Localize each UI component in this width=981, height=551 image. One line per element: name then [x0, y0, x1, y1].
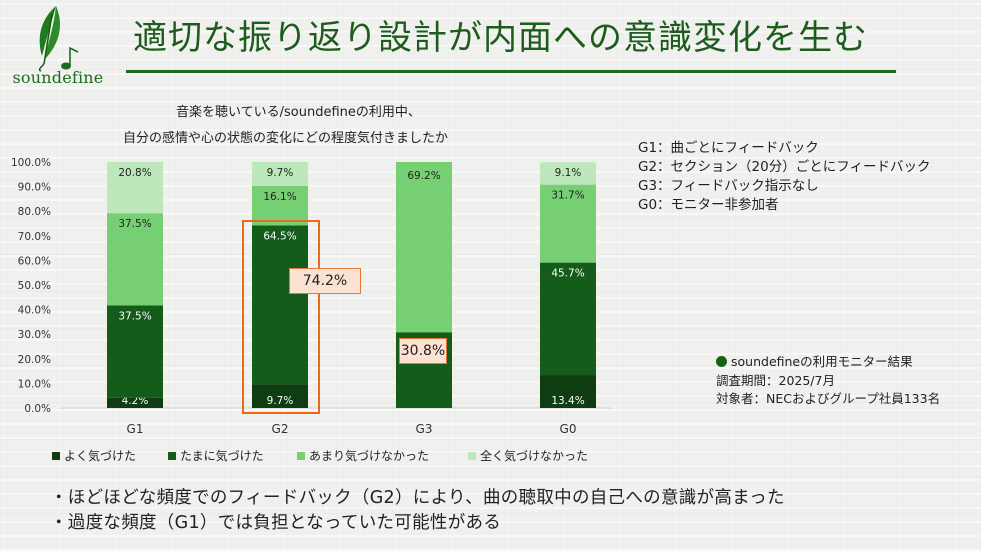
- bar-segment: [252, 225, 308, 385]
- data-label: 9.7%: [267, 167, 294, 179]
- y-tick-label: 100.0%: [11, 157, 51, 169]
- data-label: 20.8%: [118, 167, 151, 179]
- y-tick-label: 80.0%: [18, 206, 51, 218]
- y-tick-label: 20.0%: [18, 354, 51, 366]
- question-line-2: 自分の感情や心の状態の変化にどの程度気付きましたか: [123, 131, 449, 146]
- x-tick-label: G1: [127, 422, 144, 436]
- bar-segment: [540, 184, 596, 263]
- title-divider: [126, 70, 896, 73]
- question-line-1: 音楽を聴いている/soundefineの利用中、: [176, 105, 421, 120]
- bar-segment: [252, 185, 308, 226]
- brand-name: soundefine: [12, 68, 104, 87]
- data-label: 45.7%: [551, 268, 584, 280]
- group-legend-g3: G3：フィードバック指示なし: [638, 178, 819, 194]
- data-label: 69.2%: [407, 170, 440, 182]
- x-tick-label: G2: [272, 422, 289, 436]
- y-tick-label: 70.0%: [18, 231, 51, 243]
- data-label: 37.5%: [118, 310, 151, 322]
- data-label: 64.5%: [263, 230, 296, 242]
- y-tick-label: 90.0%: [18, 182, 51, 194]
- bar-segment: [396, 162, 452, 333]
- data-label: 16.1%: [263, 191, 296, 203]
- legend-rarely-aware: あまり気づけなかった: [297, 447, 429, 464]
- legend-very-aware: よく気づけた: [52, 447, 136, 464]
- y-tick-label: 60.0%: [18, 255, 51, 267]
- data-label: 9.7%: [267, 395, 294, 407]
- legend-sometimes-aware: たまに気づけた: [168, 447, 264, 464]
- x-tick-label: G3: [416, 422, 433, 436]
- bar-segment: [540, 375, 596, 408]
- group-legend-g1: G1：曲ごとにフィードバック: [638, 140, 819, 156]
- g3-total-callout: 30.8%: [399, 338, 447, 364]
- bar-segment: [107, 305, 163, 398]
- bar-segment: [540, 162, 596, 185]
- data-label: 37.5%: [118, 218, 151, 230]
- bar-segment: [252, 384, 308, 408]
- quill-music-note-icon: [38, 6, 79, 72]
- takeaway-1: ・ほどほどな頻度でのフィードバック（G2）により、曲の聴取中の自己への意識が高ま…: [50, 488, 785, 508]
- y-tick-label: 50.0%: [18, 280, 51, 292]
- survey-period: 調査期間：2025/7月: [716, 373, 835, 388]
- x-tick-label: G0: [560, 422, 577, 436]
- bar-segment: [107, 213, 163, 306]
- y-tick-label: 10.0%: [18, 378, 51, 390]
- data-label: 9.1%: [555, 167, 582, 179]
- bar-segment: [252, 162, 308, 186]
- g2-highlight-box: [242, 220, 320, 414]
- survey-source: soundefineの利用モニター結果: [716, 351, 913, 370]
- data-label: 31.7%: [551, 190, 584, 202]
- data-label: 13.4%: [551, 395, 584, 407]
- legend-not-aware: 全く気づけなかった: [468, 447, 588, 464]
- y-tick-label: 40.0%: [18, 305, 51, 317]
- takeaway-2: ・過度な頻度（G1）では負担となっていた可能性がある: [50, 513, 502, 533]
- bar-segment: [540, 262, 596, 376]
- survey-subjects: 対象者：NECおよびグループ社員133名: [716, 391, 941, 406]
- y-tick-label: 30.0%: [18, 329, 51, 341]
- group-legend-g2: G2：セクション（20分）ごとにフィードバック: [638, 159, 931, 175]
- g2-total-callout: 74.2%: [289, 268, 361, 294]
- bar-segment: [107, 397, 163, 408]
- bullet-dot-icon: [716, 356, 727, 367]
- page-title: 適切な振り返り設計が内面への意識変化を生む: [133, 18, 868, 58]
- data-label: 4.2%: [122, 395, 149, 407]
- y-tick-label: 0.0%: [24, 403, 51, 415]
- group-legend-g0: G0：モニター非参加者: [638, 197, 779, 213]
- bar-segment: [107, 162, 163, 214]
